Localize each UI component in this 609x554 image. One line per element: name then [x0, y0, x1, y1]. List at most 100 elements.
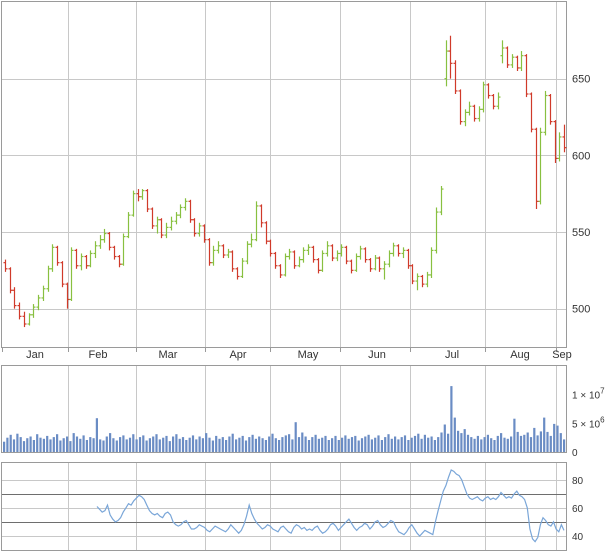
ohlc-bar: [22, 311, 27, 328]
ohlc-bar: [439, 186, 444, 216]
ohlc-bar: [401, 247, 406, 259]
volume-bar: [39, 437, 42, 452]
volume-bar: [69, 441, 72, 452]
ohlc-bar: [74, 248, 79, 269]
ohlc-bar: [320, 250, 325, 272]
volume-bar: [198, 436, 201, 452]
ohlc-bar: [79, 253, 84, 271]
volume-bar: [523, 434, 526, 452]
rsi-panel: 80 60 40: [1, 462, 584, 551]
volume-bar: [284, 435, 287, 452]
volume-bar: [384, 437, 387, 452]
volume-bar: [75, 436, 79, 452]
volume-bar: [380, 440, 383, 452]
volume-bar: [42, 438, 45, 452]
ohlc-bar: [140, 189, 145, 200]
ohlc-bar: [88, 250, 93, 268]
ohlc-bar: [50, 244, 55, 272]
ohlc-bar: [117, 255, 122, 268]
price-tick-label: 550: [572, 227, 590, 239]
ohlc-bar: [524, 54, 529, 98]
volume-bar: [26, 438, 29, 452]
volume-tick-label: 5 × 106: [572, 415, 605, 430]
volume-bar: [390, 438, 393, 452]
month-tick-label: Sep: [552, 349, 572, 361]
volume-bar: [546, 431, 549, 452]
volume-bar: [264, 440, 267, 452]
ohlc-bar: [538, 127, 543, 205]
volume-bar: [413, 435, 417, 452]
volume-bar: [483, 437, 486, 452]
volume-bar: [215, 435, 218, 452]
ohlc-bar: [178, 204, 183, 219]
volume-bar: [364, 436, 367, 452]
ohlc-bar: [98, 235, 103, 249]
ohlc-bar: [192, 218, 197, 237]
volume-bar: [241, 435, 244, 452]
ohlc-bar: [292, 250, 297, 269]
volume-bar: [6, 437, 9, 452]
ohlc-bar: [311, 245, 316, 263]
volume-bar: [268, 436, 271, 452]
ohlc-bar: [259, 204, 264, 228]
ohlc-bar: [335, 250, 340, 262]
volume-bar: [486, 434, 489, 452]
ohlc-bar: [12, 287, 17, 309]
volume-bar: [125, 439, 128, 452]
volume-bar: [304, 436, 307, 452]
volume-bar: [301, 432, 304, 452]
volume-bar: [317, 438, 320, 452]
price-tick-label: 500: [572, 304, 590, 316]
volume-bar: [105, 436, 108, 452]
volume-bar: [36, 434, 39, 452]
ohlc-bar: [131, 190, 136, 217]
volume-bar: [563, 439, 566, 452]
volume-bar: [476, 435, 479, 452]
volume-bar: [440, 432, 443, 452]
volume-bar: [238, 437, 241, 452]
ohlc-bar: [557, 132, 562, 162]
volume-bar: [72, 433, 75, 452]
ohlc-bar: [377, 256, 382, 272]
volume-bar: [457, 430, 460, 452]
volume-bar: [112, 438, 115, 452]
volume-bar: [208, 437, 211, 452]
ohlc-bar: [60, 261, 65, 288]
volume-bar: [12, 439, 16, 452]
ohlc-bar: [363, 247, 368, 263]
rsi-grid: [2, 463, 566, 550]
volume-bar: [453, 417, 456, 452]
volume-bar: [201, 438, 204, 452]
ohlc-bar: [349, 259, 354, 274]
ohlc-bar: [330, 244, 335, 262]
ohlc-bar: [245, 241, 250, 265]
volume-bar: [235, 439, 238, 452]
volume-bar: [95, 418, 98, 452]
ohlc-bar: [316, 258, 321, 274]
ohlc-bar: [553, 120, 558, 163]
ohlc-bar: [202, 224, 207, 243]
ohlc-bar: [211, 245, 216, 266]
volume-bar: [394, 436, 397, 452]
month-tick-label: May: [298, 349, 319, 361]
volume-bar: [480, 439, 483, 452]
volume-bar: [397, 439, 400, 452]
volume-bar: [350, 437, 354, 452]
ohlc-bar: [240, 258, 245, 278]
ohlc-bar: [453, 60, 458, 94]
volume-bar: [370, 439, 373, 452]
ohlc-bar: [301, 247, 306, 263]
price-tick-label: 600: [572, 150, 590, 162]
ohlc-bar: [145, 189, 150, 213]
volume-bar: [52, 437, 55, 452]
volume-bar: [59, 440, 62, 452]
ohlc-bar: [396, 244, 401, 257]
volume-bar: [128, 437, 132, 452]
volume-bar: [231, 433, 234, 452]
volume-bar: [324, 435, 327, 452]
volume-bar: [344, 435, 347, 452]
ohlc-bar: [434, 207, 439, 254]
volume-bar: [417, 433, 420, 452]
volume-bar: [181, 437, 185, 452]
volume-bar: [519, 435, 523, 452]
